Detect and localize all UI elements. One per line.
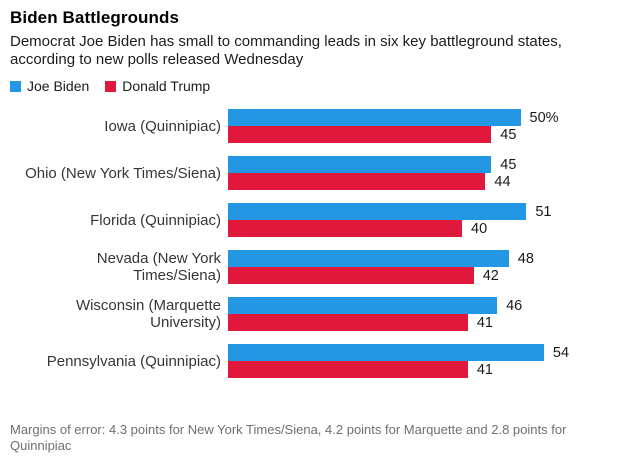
- biden-value-label: 54: [552, 344, 570, 361]
- legend: Joe Biden Donald Trump: [10, 78, 609, 94]
- chart-row-wisconsin: Wisconsin (Marquette University) 46 41: [10, 297, 609, 331]
- category-label: Wisconsin (Marquette University): [75, 297, 221, 331]
- biden-bar: [228, 250, 509, 267]
- trump-value-label: 44: [494, 173, 511, 190]
- biden-bar: [228, 203, 527, 220]
- chart-card: Biden Battlegrounds Democrat Joe Biden h…: [10, 8, 609, 378]
- trump-bar: [228, 220, 462, 237]
- trump-value-label: 45: [500, 126, 517, 143]
- margin-of-error-footnote: Margins of error: 4.3 points for New Yor…: [10, 422, 567, 453]
- biden-value-label: 48: [517, 250, 534, 267]
- chart-row-nevada: Nevada (New York Times/Siena) 48 42: [10, 250, 609, 284]
- trump-bar: [228, 314, 468, 331]
- category-label: Iowa (Quinnipiac): [104, 117, 221, 135]
- biden-bar: [228, 344, 544, 361]
- trump-bar: [228, 173, 486, 190]
- chart-row-ohio: Ohio (New York Times/Siena) 45 44: [10, 156, 609, 190]
- legend-label-biden: Joe Biden: [27, 78, 90, 94]
- category-label: Nevada (New York Times/Siena): [96, 250, 221, 284]
- chart-subtitle: Democrat Joe Biden has small to commandi…: [10, 33, 562, 68]
- category-label: Florida (Quinnipiac): [90, 211, 221, 229]
- biden-bar: [228, 297, 498, 314]
- biden-bar: [228, 156, 492, 173]
- trump-value-label: 40: [471, 220, 488, 237]
- chart-title: Biden Battlegrounds: [10, 8, 180, 27]
- trump-bar: [228, 361, 468, 378]
- biden-value-label: 45: [500, 156, 517, 173]
- category-label: Ohio (New York Times/Siena): [25, 164, 221, 182]
- biden-bar: [228, 109, 521, 126]
- trump-value-label: 41: [476, 314, 493, 331]
- biden-value-label: 50%: [529, 109, 559, 126]
- trump-value-label: 42: [482, 267, 499, 284]
- chart-row-florida: Florida (Quinnipiac) 51 40: [10, 203, 609, 237]
- category-label: Pennsylvania (Quinnipiac): [46, 352, 221, 370]
- legend-item-biden: Joe Biden: [10, 78, 89, 94]
- chart-row-pennsylvania: Pennsylvania (Quinnipiac) 54 41: [10, 344, 609, 378]
- bar-chart: Iowa (Quinnipiac) 50% 45 Ohio (New York …: [10, 109, 609, 378]
- legend-label-trump: Donald Trump: [122, 78, 211, 94]
- biden-value-label: 46: [506, 297, 523, 314]
- trump-legend-swatch-icon: [105, 80, 117, 92]
- chart-row-iowa: Iowa (Quinnipiac) 50% 45: [10, 109, 609, 143]
- trump-value-label: 41: [476, 361, 493, 378]
- legend-item-trump: Donald Trump: [105, 78, 210, 94]
- trump-bar: [228, 126, 492, 143]
- trump-bar: [228, 267, 474, 284]
- biden-value-label: 51: [535, 203, 552, 220]
- biden-legend-swatch-icon: [10, 80, 21, 92]
